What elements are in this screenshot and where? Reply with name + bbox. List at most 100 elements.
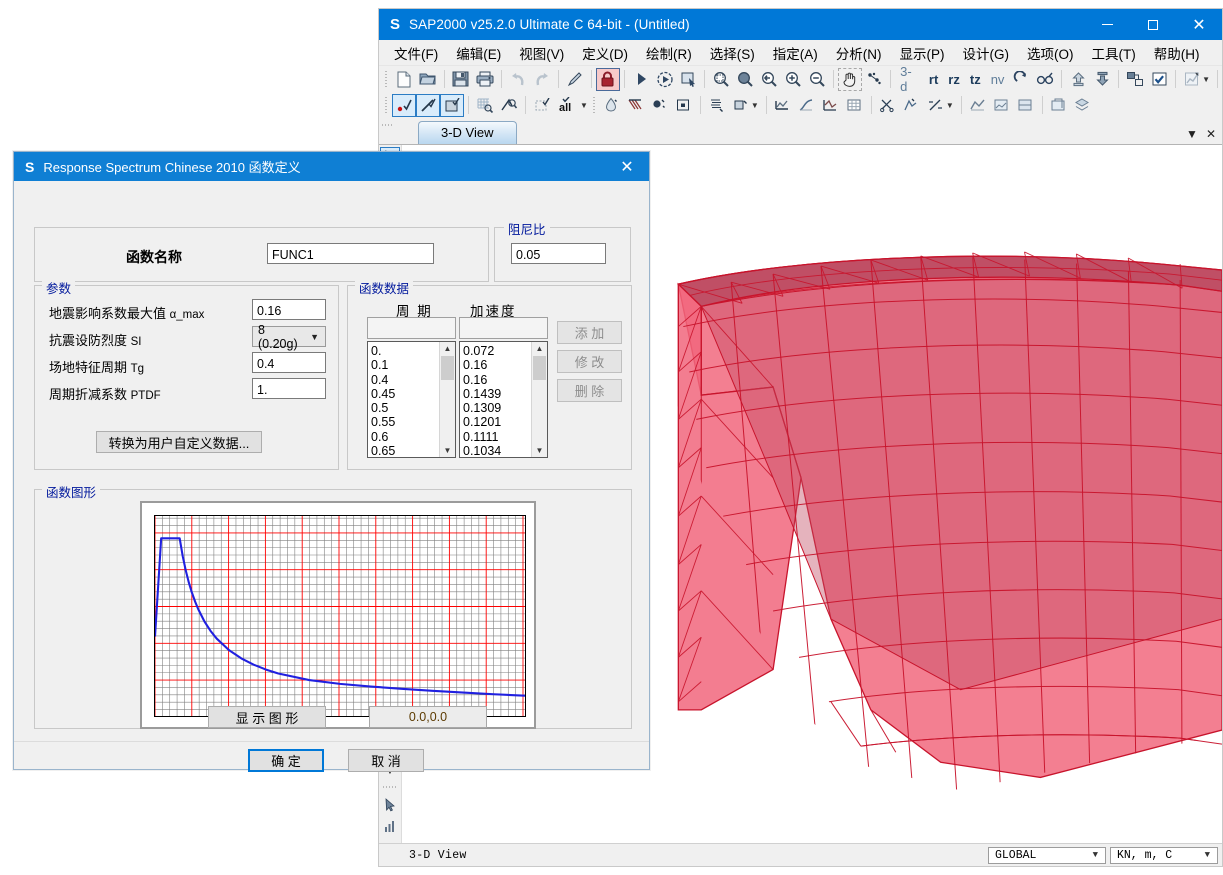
run-animation-button[interactable] (653, 68, 677, 91)
zoom-out-button[interactable] (805, 68, 829, 91)
design-ratio-button[interactable] (924, 94, 948, 117)
menu-item-analyze[interactable]: 分析(N) (835, 46, 882, 62)
menu-item-select[interactable]: 选择(S) (709, 46, 755, 62)
coord-system-select[interactable]: GLOBAL ▼ (988, 846, 1106, 864)
list-item[interactable]: 0.45 (371, 386, 396, 401)
show-tables-button[interactable] (843, 94, 867, 117)
tab-close-icon[interactable]: ✕ (1205, 127, 1216, 141)
zoom-previous-button[interactable] (757, 68, 781, 91)
tab-3d-view[interactable]: 3-D View (418, 121, 517, 144)
maximize-button[interactable] (1130, 9, 1176, 40)
set-display-options-button[interactable] (862, 68, 886, 91)
minimize-button[interactable] (1084, 9, 1130, 40)
list-item[interactable]: 0.65 (371, 444, 396, 458)
delete-button[interactable]: 删 除 (557, 379, 622, 402)
new-file-button[interactable] (392, 68, 416, 91)
period-entry-input[interactable] (367, 317, 456, 339)
display-options-button[interactable] (677, 68, 701, 91)
list-item[interactable]: 0.072 (463, 344, 495, 358)
period-list-scrollbar[interactable]: ▲ ▼ (439, 342, 455, 457)
snap-intersection-button[interactable] (497, 94, 521, 117)
assign-area-loads-button[interactable] (648, 94, 672, 117)
scroll-up-icon[interactable]: ▲ (443, 344, 452, 353)
pan-button[interactable] (838, 67, 863, 91)
view-tz-button[interactable]: tz (969, 71, 981, 87)
menu-item-view[interactable]: 视图(V) (519, 46, 565, 62)
ptdf-input[interactable] (252, 378, 326, 399)
toolbar-grip[interactable] (591, 95, 597, 115)
accel-entry-input[interactable] (459, 317, 548, 339)
view-rz-button[interactable]: rz (948, 71, 960, 87)
assign-joint-loads-button[interactable] (600, 94, 624, 117)
print-button[interactable] (473, 68, 497, 91)
redo-button[interactable] (530, 68, 554, 91)
menu-item-edit[interactable]: 编辑(E) (456, 46, 502, 62)
site-period-input[interactable] (252, 352, 326, 373)
function-name-input[interactable] (267, 243, 434, 264)
scroll-down-icon[interactable]: ▼ (535, 446, 544, 455)
select-all-objects-button[interactable]: all (554, 94, 582, 117)
rail-pointer2-button[interactable] (380, 795, 400, 815)
lock-model-button[interactable] (595, 67, 620, 91)
scrollbar-thumb[interactable] (533, 356, 546, 380)
menu-item-file[interactable]: 文件(F) (394, 46, 439, 62)
save-button[interactable] (449, 68, 473, 91)
units-select[interactable]: KN, m, C ▼ (1110, 846, 1218, 864)
scroll-up-icon[interactable]: ▲ (535, 344, 544, 353)
edit-pen-button[interactable] (563, 68, 587, 91)
show-deformed-button[interactable] (795, 94, 819, 117)
list-item[interactable]: 0.1034 (463, 444, 502, 458)
menu-item-assign[interactable]: 指定(A) (772, 46, 818, 62)
alpha-max-input[interactable] (252, 299, 326, 320)
list-item[interactable]: 0.1 (371, 358, 389, 373)
list-item[interactable]: 0.16 (463, 372, 488, 387)
menu-item-draw[interactable]: 绘制(R) (646, 46, 692, 62)
view-nv-button[interactable]: nv (990, 71, 1005, 87)
assign-frame-loads-button[interactable] (624, 94, 648, 117)
rotate-3d-button[interactable] (1009, 68, 1033, 91)
view-3d-button[interactable]: 3-d (900, 66, 912, 92)
damping-ratio-input[interactable] (511, 243, 606, 264)
draw-point-button[interactable] (392, 93, 416, 117)
assign2-dropdown-caret-icon[interactable]: ▼ (750, 100, 759, 110)
close-button[interactable]: ✕ (1176, 9, 1222, 40)
menu-item-tools[interactable]: 工具(T) (1091, 46, 1136, 62)
period-listbox[interactable]: 0. 0.1 0.4 0.45 0.5 0.55 0.6 0.65 ▲ ▼ (367, 341, 456, 458)
show-diagrams-button[interactable] (819, 94, 843, 117)
scroll-down-icon[interactable]: ▼ (443, 446, 452, 455)
draw-frame-button[interactable] (416, 93, 440, 117)
cancel-button[interactable]: 取 消 (348, 749, 424, 772)
run-analysis-button[interactable] (629, 68, 653, 91)
assign-masses-button[interactable] (729, 94, 753, 117)
perspective-button[interactable] (1033, 68, 1057, 91)
restore-selection-button[interactable] (1147, 68, 1171, 91)
assign-dropdown-caret-icon[interactable]: ▼ (1202, 74, 1211, 84)
rail-grip[interactable] (383, 786, 397, 791)
select-window-button[interactable] (530, 94, 554, 117)
list-item[interactable]: 0.6 (371, 429, 389, 444)
display-options3-button[interactable] (1014, 94, 1038, 117)
zoom-full-button[interactable] (733, 68, 757, 91)
list-item[interactable]: 0.16 (463, 358, 488, 373)
section-cut-button[interactable] (876, 94, 900, 117)
convert-to-user-data-button[interactable]: 转换为用户自定义数据... (96, 431, 262, 453)
toolbar-grip[interactable] (384, 95, 389, 115)
open-file-button[interactable] (416, 68, 440, 91)
show-graph-button[interactable]: 显 示 图 形 (208, 706, 326, 728)
select-all-button[interactable] (1123, 68, 1147, 91)
ok-button[interactable]: 确 定 (248, 749, 324, 772)
accel-listbox[interactable]: 0.072 0.16 0.16 0.1439 0.1309 0.1201 0.1… (459, 341, 548, 458)
add-button[interactable]: 添 加 (557, 321, 622, 344)
list-item[interactable]: 0.1309 (463, 401, 502, 416)
view-rt-button[interactable]: rt (928, 71, 939, 87)
more-tools-button[interactable] (1047, 94, 1071, 117)
tabstrip-grip[interactable] (382, 122, 394, 144)
menu-item-define[interactable]: 定义(D) (582, 46, 628, 62)
assign-restraints-button[interactable] (672, 94, 696, 117)
dialog-close-button[interactable]: ✕ (620, 157, 634, 176)
menu-item-help[interactable]: 帮助(H) (1153, 46, 1200, 62)
display-options2-button[interactable] (990, 94, 1014, 117)
list-item[interactable]: 0. (371, 344, 382, 358)
rail-chart-button[interactable] (380, 816, 400, 836)
list-item[interactable]: 0.1201 (463, 415, 502, 430)
